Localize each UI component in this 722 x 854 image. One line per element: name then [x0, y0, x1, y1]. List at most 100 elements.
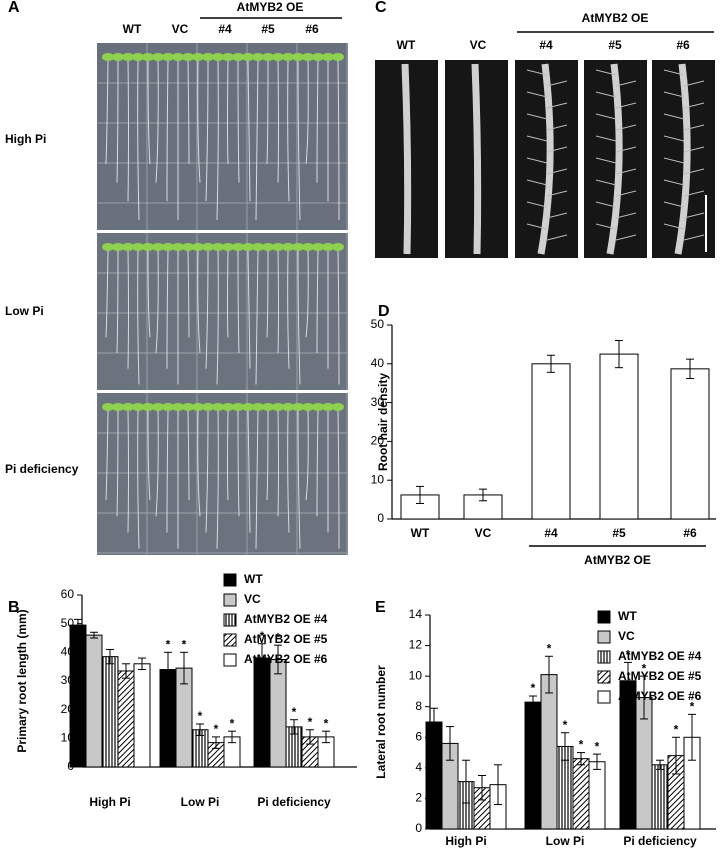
root — [401, 63, 412, 255]
seedling-leaf — [202, 403, 214, 411]
column-label: WT — [123, 22, 142, 36]
significance: * — [292, 705, 297, 719]
significance: * — [214, 722, 219, 736]
column-label: #6 — [305, 22, 319, 36]
seedling-leaf — [222, 53, 234, 61]
seedling-leaf — [132, 403, 144, 411]
legend-swatch — [223, 613, 237, 627]
seedling-root — [155, 60, 159, 183]
seedling-leaf — [242, 53, 254, 61]
column-label: #4 — [218, 22, 232, 36]
legend-swatch — [597, 610, 611, 624]
seedling-root — [197, 250, 201, 354]
y-tick-label: 40 — [371, 356, 385, 370]
bar — [572, 758, 590, 830]
significance: * — [276, 630, 281, 644]
seedling-leaf — [232, 243, 244, 251]
seedling-leaf — [222, 403, 234, 411]
seedling-leaf — [132, 53, 144, 61]
seedling-leaf — [142, 403, 154, 411]
seedling-leaf — [192, 403, 204, 411]
bar — [69, 624, 87, 768]
group-label: AtMYB2 OE — [237, 0, 304, 14]
significance: * — [531, 681, 536, 695]
legend-swatch — [223, 653, 237, 667]
seedling-root — [137, 250, 140, 385]
seedling-root — [305, 250, 309, 338]
root-hair — [546, 80, 568, 87]
seedling-leaf — [102, 243, 114, 251]
seedling-leaf — [322, 243, 334, 251]
seedling-root — [316, 250, 319, 354]
y-tick-label: 2 — [415, 791, 422, 805]
significance: * — [595, 739, 600, 753]
column-label: #6 — [676, 38, 690, 52]
seedling-leaf — [122, 53, 134, 61]
seedling-leaf — [322, 53, 334, 61]
seedling-root — [237, 410, 240, 517]
y-tick-label: 6 — [415, 729, 422, 743]
row-label: Pi deficiency — [5, 462, 79, 476]
seedling-leaf — [112, 53, 124, 61]
panel-label: B — [8, 599, 20, 616]
photo-pi-deficiency — [97, 393, 348, 555]
seedling-leaf — [182, 53, 194, 61]
seedling-root — [277, 60, 279, 183]
seedling-root — [227, 60, 229, 164]
legend-label: AtMYB2 OE #4 — [244, 612, 328, 626]
legend-swatch — [223, 573, 237, 587]
seedling-leaf — [242, 403, 254, 411]
seedling-leaf — [272, 243, 284, 251]
seedling-root — [127, 410, 129, 533]
root-hair — [683, 168, 705, 175]
seedling-leaf — [282, 403, 294, 411]
seedling-root — [277, 250, 279, 354]
seedling-root — [287, 60, 290, 202]
root-hair — [683, 212, 705, 219]
seedling-leaf — [332, 243, 344, 251]
seedling-leaf — [202, 53, 214, 61]
root-hair — [546, 102, 568, 109]
seedling-leaf — [252, 403, 264, 411]
seedling-root — [205, 60, 209, 202]
legend-label: AtMYB2 OE #4 — [618, 649, 702, 663]
root-hair — [546, 212, 568, 219]
root-hair — [683, 102, 705, 109]
seedling-leaf — [282, 243, 294, 251]
root-hair — [595, 135, 617, 142]
seedling-root — [247, 410, 251, 533]
root-hair — [683, 80, 705, 87]
significance: * — [563, 718, 568, 732]
root-hair — [526, 223, 548, 230]
bar — [425, 721, 443, 830]
x-tick-label: Pi deficiency — [623, 834, 697, 848]
seedling-leaf — [192, 53, 204, 61]
seedling-leaf — [152, 53, 164, 61]
seedling-root — [255, 250, 259, 385]
seedling-leaf — [302, 243, 314, 251]
root-hair — [683, 234, 705, 241]
seedling-leaf — [112, 243, 124, 251]
seedling-leaf — [272, 53, 284, 61]
legend-label: AtMYB2 OE #6 — [244, 652, 328, 666]
photos — [97, 43, 348, 555]
bar — [269, 659, 287, 768]
legend-swatch — [597, 670, 611, 684]
seedling-root — [166, 410, 169, 533]
photo-high-pi — [97, 43, 348, 230]
legend-label: WT — [244, 572, 263, 586]
x-tick-label: #4 — [544, 526, 558, 540]
y-axis-label: Primary root length (mm) — [15, 609, 29, 752]
seedling-root — [287, 410, 290, 533]
significance: * — [579, 738, 584, 752]
y-tick-label: 14 — [409, 607, 423, 621]
x-tick-label: VC — [475, 526, 492, 540]
root-hair — [595, 179, 617, 186]
seedling-leaf — [292, 403, 304, 411]
seedling-root — [297, 60, 301, 220]
root-hair — [595, 201, 617, 208]
root-hair — [683, 146, 705, 153]
bar — [651, 764, 669, 830]
seedling-leaf — [262, 243, 274, 251]
seedling-root — [147, 60, 151, 164]
